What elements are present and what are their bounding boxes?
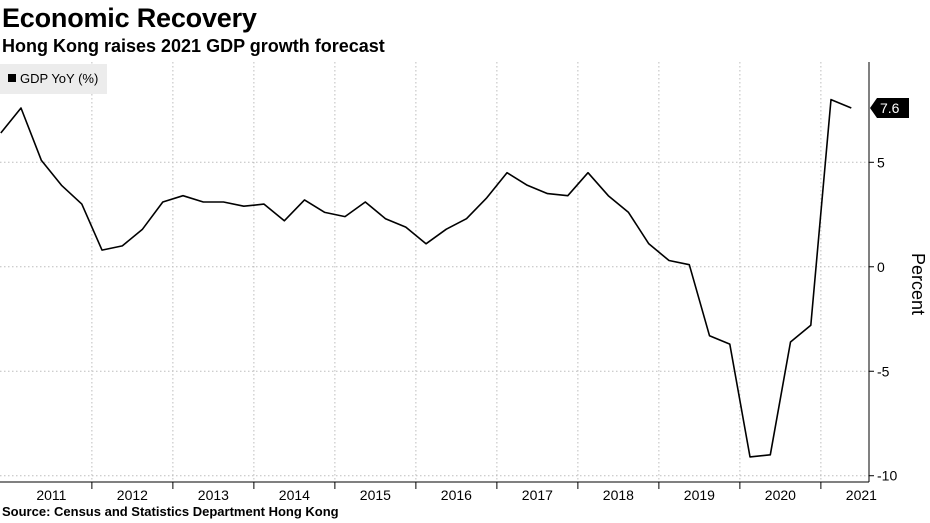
chart-title: Economic Recovery [2, 3, 257, 33]
last-value-label: 7.6 [880, 100, 900, 116]
y-tick-label: 5 [877, 154, 885, 170]
x-tick-label: 2017 [522, 487, 553, 503]
x-tick-label: 2019 [684, 487, 715, 503]
x-tick-label: 2012 [117, 487, 148, 503]
legend-box [0, 64, 107, 94]
y-axis-title: Percent [908, 253, 928, 315]
x-tick-label: 2016 [441, 487, 472, 503]
y-tick-label: -10 [877, 468, 897, 484]
x-tick-label: 2018 [603, 487, 634, 503]
x-tick-label: 2013 [198, 487, 229, 503]
x-tick-label: 2014 [279, 487, 310, 503]
x-tick-label: 2011 [36, 487, 66, 503]
chart-subtitle: Hong Kong raises 2021 GDP growth forecas… [2, 36, 385, 56]
series-line-gdp-yoy [0, 98, 852, 458]
legend-swatch [8, 74, 16, 82]
y-tick-label: 0 [877, 259, 885, 275]
x-tick-label: 2020 [765, 487, 796, 503]
x-tick-label: 2021 [846, 487, 877, 503]
source-note: Source: Census and Statistics Department… [2, 504, 339, 519]
x-tick-label: 2015 [360, 487, 391, 503]
last-value-tag [870, 97, 909, 118]
legend-label: GDP YoY (%) [20, 71, 98, 86]
y-tick-label: -5 [877, 363, 890, 379]
